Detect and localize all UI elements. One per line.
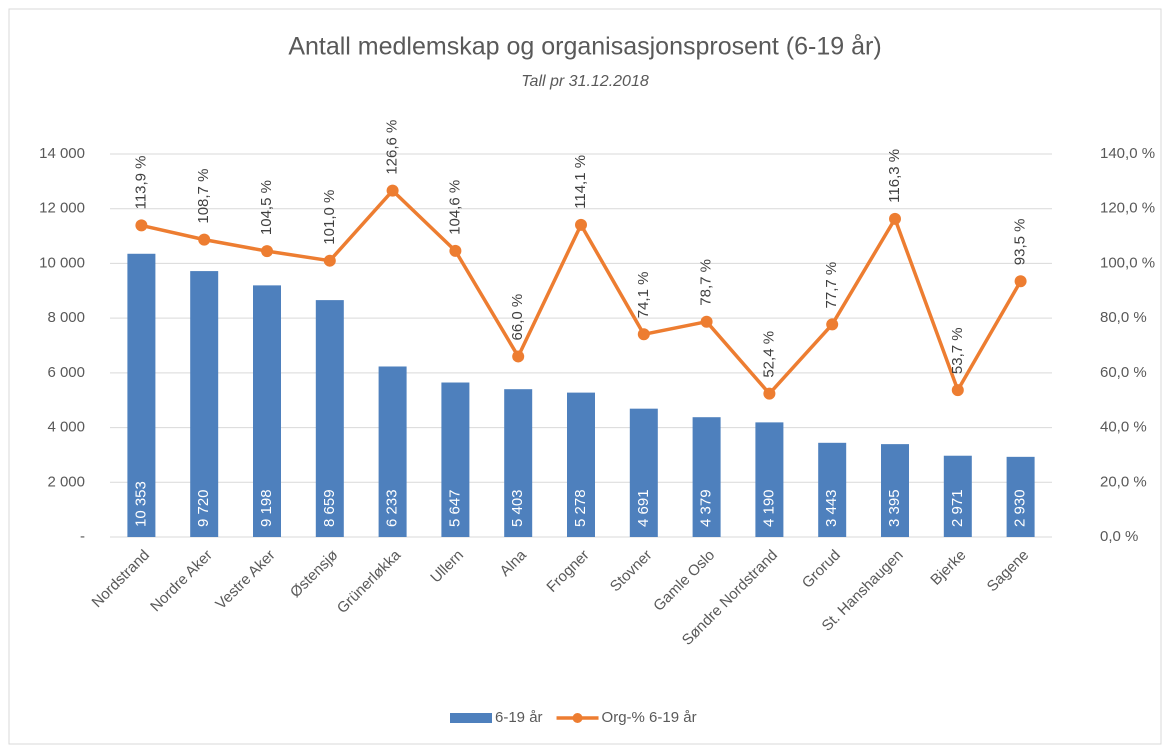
line-label: 78,7 %	[698, 259, 715, 306]
line-marker	[512, 350, 525, 363]
line-label: 101,0 %	[321, 190, 338, 245]
y-tick-label: 8 000	[47, 309, 85, 326]
bar	[441, 382, 470, 537]
bar-label: 5 647	[446, 489, 463, 527]
y2-tick-label: 120,0 %	[1100, 200, 1155, 217]
bar-label: 3 443	[823, 489, 840, 527]
bar	[692, 417, 721, 537]
y2-tick-label: 0,0 %	[1100, 528, 1138, 545]
line-label: 108,7 %	[195, 169, 212, 224]
bar-label: 5 403	[509, 489, 526, 527]
bar	[1006, 456, 1035, 537]
bar-label: 8 659	[321, 489, 338, 527]
line-marker	[1014, 275, 1027, 288]
line-label: 114,1 %	[572, 155, 589, 209]
bar-label: 2 971	[949, 489, 966, 527]
y2-tick-label: 20,0 %	[1100, 473, 1147, 490]
line-marker	[198, 233, 211, 246]
y2-tick-label: 140,0 %	[1100, 145, 1155, 162]
line-marker	[386, 184, 399, 197]
chart-subtitle: Tall pr 31.12.2018	[521, 73, 649, 90]
y-tick-label: -	[80, 528, 85, 545]
line-label: 104,5 %	[258, 180, 275, 235]
bar	[504, 389, 533, 537]
bar-label: 10 353	[132, 481, 149, 527]
y2-tick-label: 100,0 %	[1100, 254, 1155, 271]
bar	[315, 300, 344, 537]
y-tick-label: 10 000	[39, 254, 85, 271]
bar	[190, 271, 219, 537]
line-label: 53,7 %	[949, 327, 966, 374]
chart-title: Antall medlemskap og organisasjonsprosen…	[288, 33, 881, 61]
bar-label: 3 395	[886, 489, 903, 527]
line-marker	[449, 244, 462, 257]
y-tick-label: 2 000	[47, 473, 85, 490]
line-marker	[889, 212, 901, 225]
line-label: 93,5 %	[1012, 219, 1029, 266]
bar	[629, 408, 658, 537]
bar-label: 4 190	[760, 489, 777, 527]
bar	[127, 253, 156, 538]
line-label: 113,9 %	[132, 155, 149, 209]
bar	[378, 366, 407, 537]
line-marker	[951, 384, 964, 397]
y-tick-label: 14 000	[39, 145, 85, 162]
y-tick-label: 4 000	[47, 419, 85, 436]
line-marker	[826, 318, 839, 331]
bar-label: 9 198	[258, 489, 275, 527]
line-label: 104,6 %	[446, 180, 463, 235]
bar	[253, 285, 281, 537]
legend-label: Org-% 6-19 år	[602, 709, 697, 726]
line-marker	[135, 219, 148, 232]
bar-label: 9 720	[195, 489, 212, 527]
legend-swatch	[572, 713, 583, 723]
line-label: 116,3 %	[886, 149, 903, 203]
line-label: 66,0 %	[509, 294, 526, 341]
bar	[818, 442, 847, 537]
legend-swatch	[450, 713, 492, 723]
bar	[881, 444, 909, 537]
line-marker	[261, 245, 273, 258]
bar	[755, 422, 784, 537]
y2-tick-label: 80,0 %	[1100, 309, 1147, 326]
bar	[943, 455, 972, 537]
bar	[567, 392, 595, 537]
legend-label: 6-19 år	[495, 709, 543, 726]
line-marker	[575, 218, 587, 231]
chart-frame	[8, 8, 1162, 745]
line-marker	[323, 254, 336, 267]
y-tick-label: 6 000	[47, 364, 85, 381]
line-label: 52,4 %	[760, 331, 777, 378]
line-label: 74,1 %	[635, 272, 652, 319]
line-label: 126,6 %	[384, 120, 401, 175]
y2-tick-label: 40,0 %	[1100, 419, 1147, 436]
line-marker	[700, 315, 713, 328]
bar-label: 2 930	[1012, 489, 1029, 527]
bar-label: 6 233	[384, 489, 401, 527]
line-marker	[637, 328, 650, 341]
bar-label: 4 379	[698, 489, 715, 527]
line-label: 77,7 %	[823, 262, 840, 309]
y-tick-label: 12 000	[39, 200, 85, 217]
bar-label: 4 691	[635, 489, 652, 527]
y2-tick-label: 60,0 %	[1100, 364, 1147, 381]
line-marker	[763, 387, 776, 400]
bar-label: 5 278	[572, 489, 589, 527]
